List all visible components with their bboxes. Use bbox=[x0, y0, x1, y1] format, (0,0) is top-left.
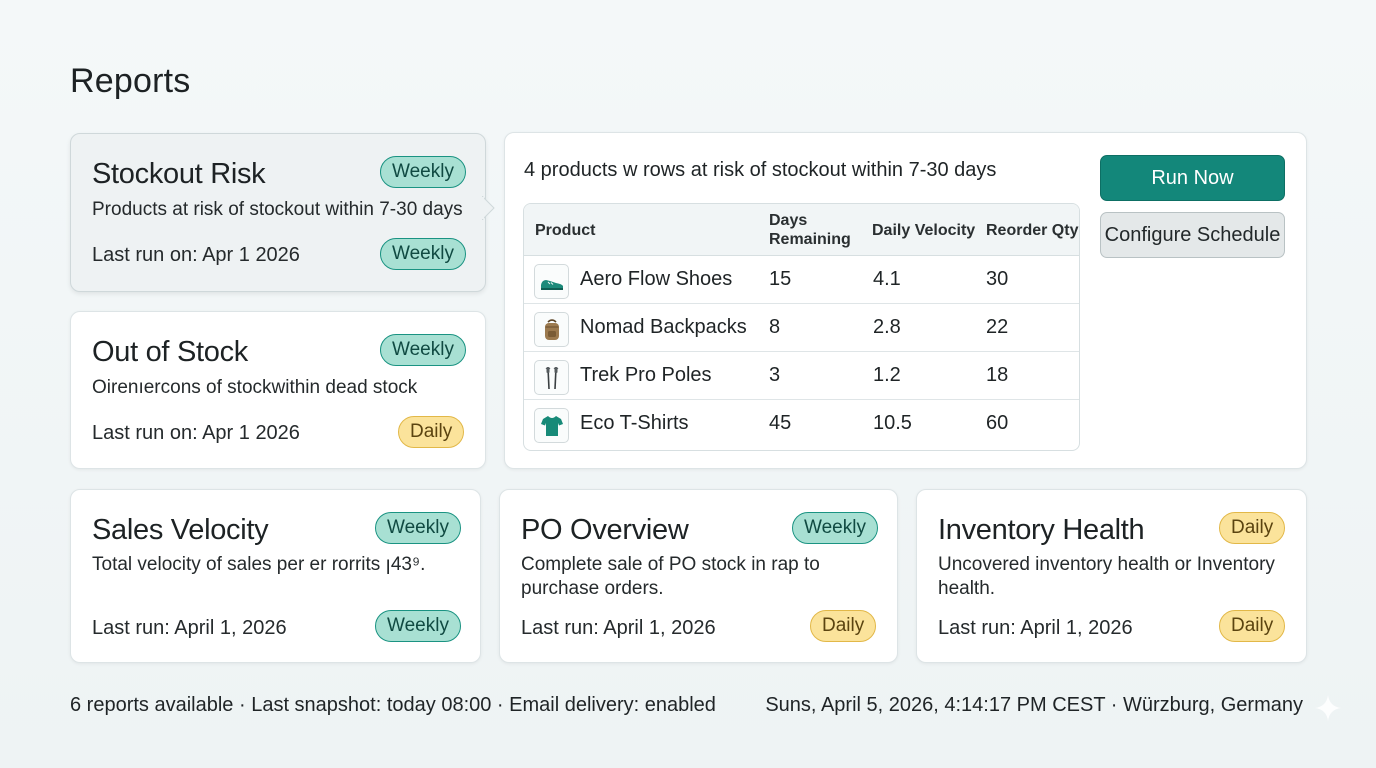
product-name: Aero Flow Shoes bbox=[580, 268, 733, 290]
table-row[interactable]: Trek Pro Poles 3 1.2 18 bbox=[524, 352, 1079, 400]
stockout-table: Product Days Remaining Daily Velocity Re… bbox=[523, 203, 1080, 451]
table-row[interactable]: Eco T-Shirts 45 10.5 60 bbox=[524, 400, 1079, 448]
schedule-badge: Daily bbox=[1219, 512, 1286, 544]
last-run-text: Last run: April 1, 2026 bbox=[521, 617, 716, 639]
report-detail-panel: 4 products w rows at risk of stockout wi… bbox=[504, 132, 1307, 469]
report-title: Inventory Health bbox=[938, 514, 1145, 546]
report-card-sales-velocity[interactable]: Sales Velocity Weekly Total velocity of … bbox=[70, 489, 481, 663]
schedule-badge: Weekly bbox=[375, 512, 461, 544]
sparkle-icon bbox=[1315, 695, 1341, 721]
product-name: Trek Pro Poles bbox=[580, 364, 712, 386]
configure-schedule-button[interactable]: Configure Schedule bbox=[1100, 212, 1285, 258]
run-now-button[interactable]: Run Now bbox=[1100, 155, 1285, 201]
table-row[interactable]: Nomad Backpacks 8 2.8 22 bbox=[524, 304, 1079, 352]
report-description: Complete sale of PO stock in rap to purc… bbox=[521, 554, 820, 599]
last-run-text: Last run: April 1, 2026 bbox=[938, 617, 1133, 639]
report-card-po-overview[interactable]: PO Overview Weekly Complete sale of PO s… bbox=[499, 489, 898, 663]
detail-summary: 4 products w rows at risk of stockout wi… bbox=[524, 159, 997, 181]
report-card-stockout-risk[interactable]: Stockout Risk Weekly Products at risk of… bbox=[70, 133, 486, 292]
frequency-badge: Weekly bbox=[375, 610, 461, 642]
daily-velocity: 2.8 bbox=[873, 316, 901, 338]
days-remaining: 15 bbox=[769, 268, 792, 290]
daily-velocity: 10.5 bbox=[873, 412, 912, 434]
report-title: Out of Stock bbox=[92, 336, 248, 368]
report-title: PO Overview bbox=[521, 514, 689, 546]
shoe-icon bbox=[534, 264, 569, 299]
report-card-out-of-stock[interactable]: Out of Stock Weekly Oirenıercons of stoc… bbox=[70, 311, 486, 469]
product-name: Nomad Backpacks bbox=[580, 316, 747, 338]
product-name: Eco T-Shirts bbox=[580, 412, 689, 434]
report-description: Total velocity of sales per er rorrits ꞁ… bbox=[92, 554, 426, 575]
reorder-qty: 22 bbox=[986, 316, 1009, 338]
days-remaining: 3 bbox=[769, 364, 781, 386]
daily-velocity: 4.1 bbox=[873, 268, 901, 290]
daily-velocity: 1.2 bbox=[873, 364, 901, 386]
schedule-badge: Weekly bbox=[380, 156, 466, 188]
frequency-badge: Daily bbox=[398, 416, 465, 448]
report-title: Stockout Risk bbox=[92, 158, 266, 190]
schedule-badge: Weekly bbox=[380, 334, 466, 366]
frequency-badge: Daily bbox=[1219, 610, 1286, 642]
footer-status: 6 reports available · Last snapshot: tod… bbox=[70, 694, 716, 716]
column-header-reorder-qty: Reorder Qty bbox=[986, 222, 1079, 239]
report-description: Oirenıercons of stockwithin dead stock bbox=[92, 377, 418, 398]
report-title: Sales Velocity bbox=[92, 514, 269, 546]
schedule-badge: Weekly bbox=[792, 512, 878, 544]
backpack-icon bbox=[534, 312, 569, 347]
column-header-daily-velocity: Daily Velocity bbox=[872, 222, 976, 239]
reorder-qty: 30 bbox=[986, 268, 1009, 290]
table-row[interactable]: Aero Flow Shoes 15 4.1 30 bbox=[524, 256, 1079, 304]
report-description: Products at risk of stockout within 7-30… bbox=[92, 199, 463, 220]
days-remaining: 45 bbox=[769, 412, 792, 434]
table-header: Product Days Remaining Daily Velocity Re… bbox=[524, 204, 1079, 256]
frequency-badge: Daily bbox=[810, 610, 877, 642]
report-card-inventory-health[interactable]: Inventory Health Daily Uncovered invento… bbox=[916, 489, 1307, 663]
footer-datetime: Suns, April 5, 2026, 4:14:17 PM CEST · W… bbox=[765, 694, 1303, 716]
trekking-poles-icon bbox=[534, 360, 569, 395]
days-remaining: 8 bbox=[769, 316, 781, 338]
selection-pointer bbox=[482, 196, 495, 220]
last-run-text: Last run on: Apr 1 2026 bbox=[92, 422, 300, 444]
frequency-badge: Weekly bbox=[380, 238, 466, 270]
last-run-text: Last run: April 1, 2026 bbox=[92, 617, 287, 639]
last-run-text: Last run on: Apr 1 2026 bbox=[92, 244, 300, 266]
tshirt-icon bbox=[534, 408, 569, 443]
column-header-days-remaining: Days Remaining bbox=[769, 212, 851, 248]
column-header-product: Product bbox=[535, 222, 596, 239]
report-description: Uncovered inventory health or Inventory … bbox=[938, 554, 1275, 599]
reorder-qty: 60 bbox=[986, 412, 1009, 434]
page-title: Reports bbox=[70, 62, 191, 100]
reorder-qty: 18 bbox=[986, 364, 1009, 386]
